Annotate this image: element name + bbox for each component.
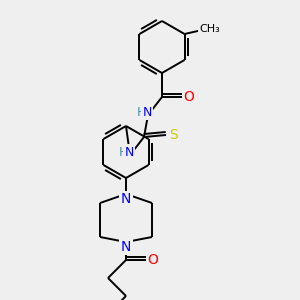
Text: O: O xyxy=(184,90,194,104)
Text: S: S xyxy=(169,128,177,142)
Text: N: N xyxy=(121,192,131,206)
Text: N: N xyxy=(142,106,152,118)
Text: CH₃: CH₃ xyxy=(199,24,220,34)
Text: H: H xyxy=(118,146,128,158)
Text: N: N xyxy=(121,240,131,254)
Text: O: O xyxy=(148,253,158,267)
Text: N: N xyxy=(124,146,134,158)
Text: H: H xyxy=(136,106,146,118)
